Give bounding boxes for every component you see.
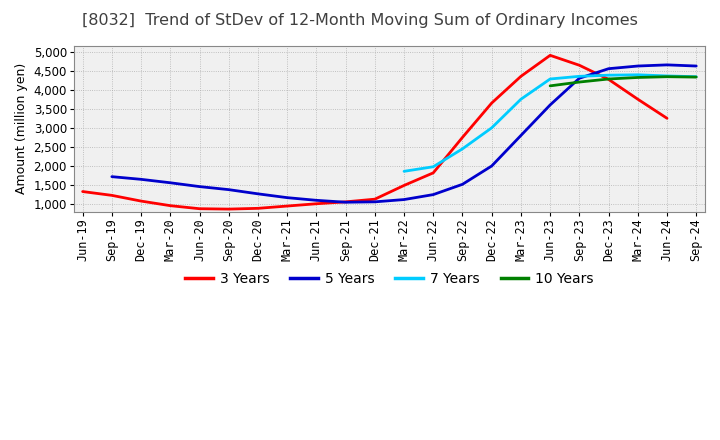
5 Years — [458, 182, 467, 187]
5 Years — [253, 191, 262, 197]
7 Years — [575, 73, 584, 79]
5 Years — [575, 76, 584, 81]
5 Years — [400, 197, 408, 202]
3 Years — [487, 100, 496, 106]
7 Years — [692, 74, 701, 79]
Y-axis label: Amount (million yen): Amount (million yen) — [15, 63, 28, 194]
3 Years — [312, 201, 320, 206]
3 Years — [458, 135, 467, 140]
3 Years — [400, 183, 408, 188]
5 Years — [195, 184, 204, 189]
5 Years — [634, 63, 642, 69]
10 Years — [546, 83, 554, 88]
5 Years — [107, 174, 116, 180]
3 Years — [253, 205, 262, 211]
5 Years — [166, 180, 175, 185]
10 Years — [575, 79, 584, 84]
7 Years — [458, 146, 467, 151]
10 Years — [662, 74, 671, 79]
5 Years — [517, 133, 526, 138]
Line: 3 Years: 3 Years — [83, 55, 667, 209]
7 Years — [546, 77, 554, 82]
10 Years — [634, 75, 642, 80]
5 Years — [546, 102, 554, 107]
5 Years — [225, 187, 233, 192]
5 Years — [429, 192, 438, 197]
7 Years — [662, 73, 671, 79]
3 Years — [546, 53, 554, 58]
3 Years — [137, 198, 145, 204]
Line: 7 Years: 7 Years — [404, 75, 696, 171]
7 Years — [487, 125, 496, 131]
3 Years — [166, 203, 175, 208]
3 Years — [662, 116, 671, 121]
10 Years — [692, 74, 701, 80]
5 Years — [283, 195, 292, 200]
3 Years — [225, 206, 233, 212]
5 Years — [604, 66, 613, 71]
3 Years — [78, 189, 87, 194]
7 Years — [634, 72, 642, 77]
3 Years — [634, 96, 642, 102]
3 Years — [371, 197, 379, 202]
7 Years — [400, 169, 408, 174]
Line: 10 Years: 10 Years — [550, 77, 696, 86]
Legend: 3 Years, 5 Years, 7 Years, 10 Years: 3 Years, 5 Years, 7 Years, 10 Years — [179, 266, 599, 291]
5 Years — [487, 163, 496, 169]
3 Years — [107, 193, 116, 198]
Line: 5 Years: 5 Years — [112, 65, 696, 202]
Text: [8032]  Trend of StDev of 12-Month Moving Sum of Ordinary Incomes: [8032] Trend of StDev of 12-Month Moving… — [82, 13, 638, 28]
5 Years — [137, 177, 145, 182]
3 Years — [195, 206, 204, 211]
3 Years — [517, 73, 526, 79]
7 Years — [604, 73, 613, 78]
3 Years — [429, 170, 438, 176]
3 Years — [283, 203, 292, 209]
3 Years — [604, 77, 613, 82]
7 Years — [517, 96, 526, 102]
5 Years — [341, 200, 350, 205]
5 Years — [371, 199, 379, 205]
7 Years — [429, 164, 438, 169]
3 Years — [341, 199, 350, 205]
5 Years — [692, 63, 701, 69]
5 Years — [662, 62, 671, 67]
5 Years — [312, 198, 320, 203]
3 Years — [575, 62, 584, 68]
10 Years — [604, 77, 613, 82]
